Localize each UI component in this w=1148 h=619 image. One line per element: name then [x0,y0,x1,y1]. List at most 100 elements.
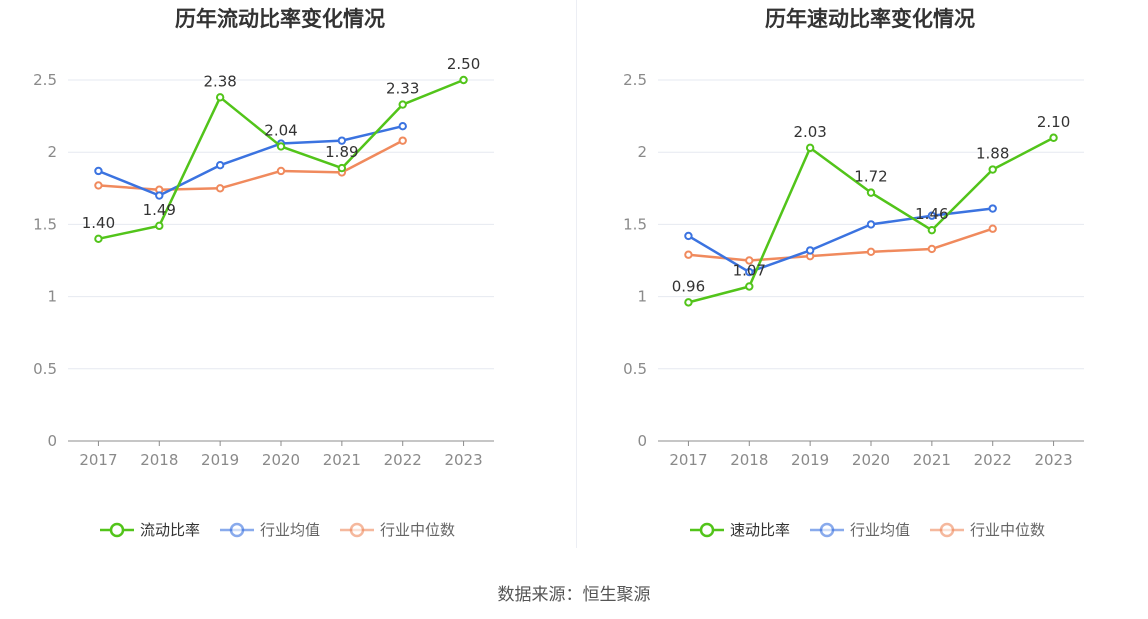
data-point [805,246,815,255]
chart-legend: 流动比率 行业均值 行业中位数 [100,521,455,539]
x-tick-label: 2022 [974,451,1012,469]
x-tick-label: 2017 [669,451,707,469]
legend-label: 速动比率 [730,521,790,539]
data-point [745,282,754,291]
chart-panel-1: 历年流动比率变化情况 0 0.5 1 1.5 2 2.5 2017 2018 2019 2020 20… [33,7,494,539]
legend-marker [349,522,365,538]
x-tick-label: 2018 [730,451,768,469]
data-point [684,250,693,259]
x-tick-label: 2019 [791,451,829,469]
data-label: 1.89 [325,143,358,161]
legend-item-1: 流动比率 [100,521,200,539]
data-point [215,184,225,193]
data-point [745,267,754,277]
x-tick-label: 2023 [1034,451,1072,469]
data-label: 2.10 [1037,113,1070,131]
data-label: 2.33 [386,80,419,98]
data-point [745,256,754,265]
legend-label: 行业均值 [850,521,910,539]
y-tick-label: 1 [637,288,647,306]
legend-marker [939,522,955,538]
data-point [988,204,997,213]
data-label: 2.04 [264,121,297,139]
chart-divider [576,0,577,548]
x-tick-label: 2020 [852,451,890,469]
data-label: 2.38 [203,72,236,90]
x-tick-label: 2021 [323,451,361,469]
legend-marker [819,522,835,538]
legend-marker [699,522,715,538]
x-tick-label: 2021 [913,451,951,469]
data-point [684,298,693,307]
y-tick-label: 0.5 [33,360,57,378]
series-line-3 [98,139,404,191]
legend-label: 行业中位数 [970,521,1045,539]
legend-item-3: 行业中位数 [930,521,1045,539]
data-point [866,220,876,229]
data-point [337,136,347,145]
data-point [215,160,225,170]
data-point [866,247,876,257]
data-point [276,142,286,151]
data-label: 1.46 [915,205,948,223]
chart-legend: 速动比率 行业均值 行业中位数 [690,521,1045,539]
data-label: 1.07 [733,261,766,279]
data-point [398,100,407,109]
legend-item-2: 行业均值 [810,521,910,539]
y-tick-label: 1 [47,288,57,306]
series-line-2 [687,207,993,274]
data-point [988,224,997,233]
data-point [94,234,103,244]
x-tick-label: 2023 [444,451,482,469]
data-point [398,122,407,131]
y-tick-label: 2.5 [623,71,647,89]
data-label: 1.88 [976,145,1009,163]
y-tick-label: 1.5 [623,215,647,233]
data-point [927,211,937,220]
x-tick-label: 2022 [384,451,422,469]
data-label: 1.72 [854,168,887,186]
legend-label: 行业均值 [260,521,320,539]
data-point [94,181,103,190]
data-point [337,163,347,173]
data-point [155,221,164,231]
y-tick-label: 2 [47,143,57,161]
y-tick-label: 1.5 [33,215,57,233]
legend-item-3: 行业中位数 [340,521,455,539]
data-point [805,143,815,153]
y-tick-label: 2.5 [33,71,57,89]
x-tick-label: 2017 [79,451,117,469]
data-label: 1.40 [82,214,115,232]
data-point [684,231,693,241]
data-point [215,93,225,102]
legend-marker [109,522,125,538]
y-tick-label: 0.5 [623,360,647,378]
chart-panel-2: 历年速动比率变化情况 0 0.5 1 1.5 2 2.5 2017 2018 2019 2020 20… [623,7,1084,539]
x-tick-label: 2018 [140,451,178,469]
data-point [866,188,876,197]
legend-item-1: 速动比率 [690,521,790,539]
series-line-2 [97,124,404,197]
data-point [94,166,103,176]
data-label: 0.96 [672,277,705,295]
data-label: 2.03 [793,123,826,141]
chart-title: 历年速动比率变化情况 [765,7,975,31]
chart-title: 历年流动比率变化情况 [175,7,385,31]
legend-item-2: 行业均值 [220,521,320,539]
x-tick-label: 2019 [201,451,239,469]
y-tick-label: 0 [637,432,647,450]
series-line-3 [688,227,994,262]
data-point [155,191,164,200]
data-point [988,165,997,174]
data-point [927,225,937,235]
data-label: 2.50 [447,55,480,73]
data-label: 1.49 [143,201,176,219]
data-point [927,244,937,254]
data-point [276,166,286,176]
data-point [398,136,407,145]
y-tick-label: 2 [637,143,647,161]
data-point [459,75,468,85]
y-tick-label: 0 [47,432,57,450]
data-source-note: 数据来源：恒生聚源 [497,585,651,605]
